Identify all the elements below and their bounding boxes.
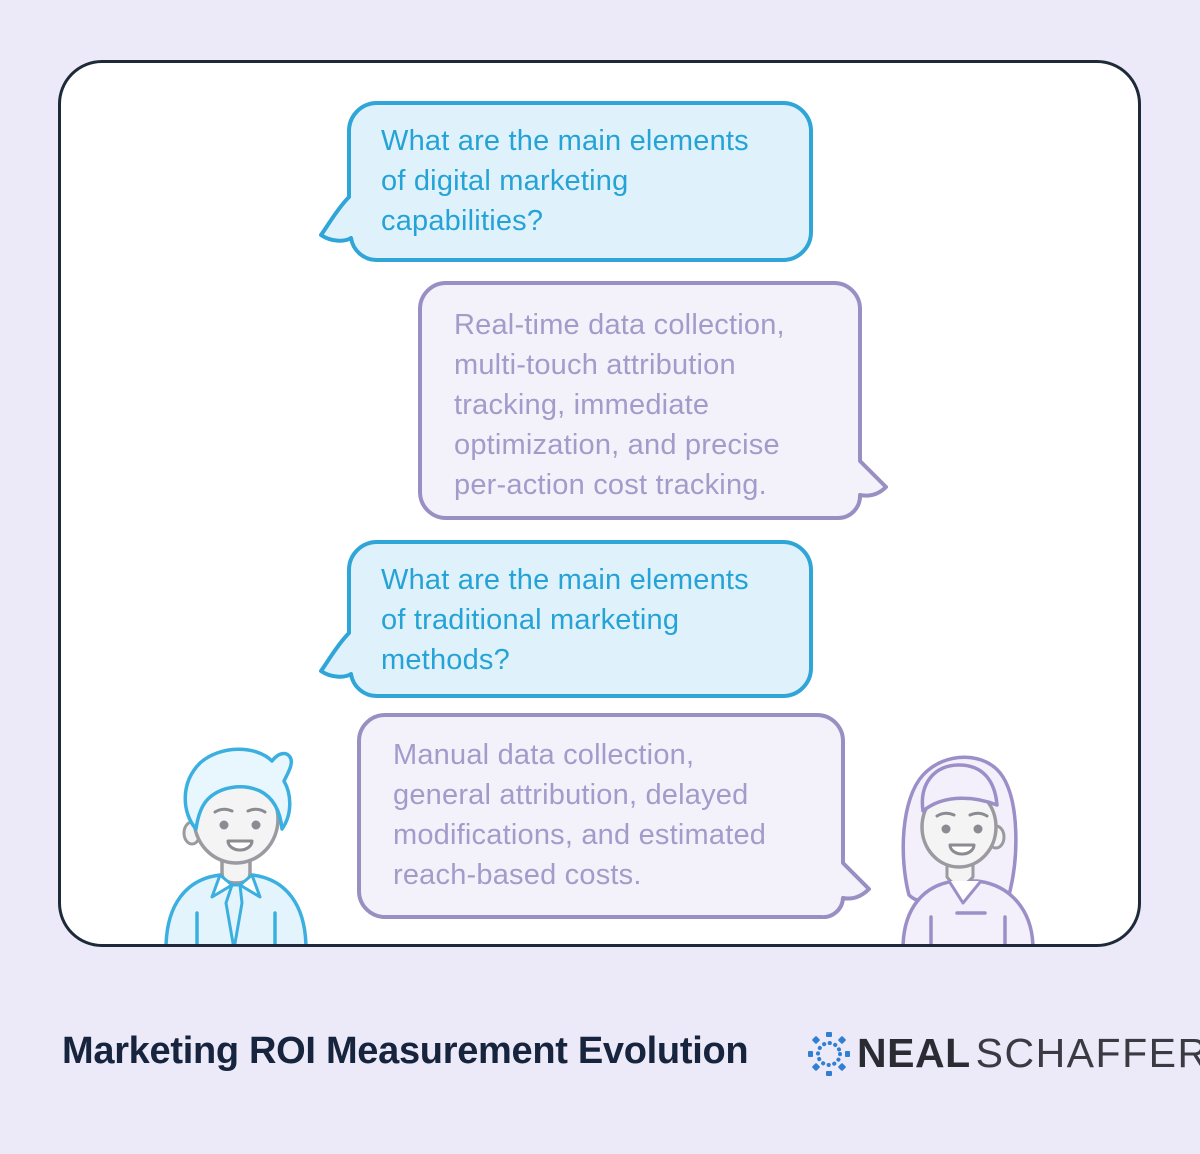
speech-bubble-left-tail-shape <box>319 101 813 262</box>
brand-name-first: NEAL <box>857 1029 971 1076</box>
answer-text: Manual data collection, general attribut… <box>393 739 767 891</box>
speech-bubble-left-tail-shape <box>319 540 813 698</box>
question-text: What are the main elements of traditiona… <box>381 564 749 676</box>
man-avatar-icon <box>164 747 308 944</box>
chat-bubble-answer-1: Real-time data collection, multi-touch a… <box>418 281 888 520</box>
chat-bubble-question-2: What are the main elements of traditiona… <box>319 540 813 698</box>
chip-dots-icon <box>808 1032 850 1076</box>
woman-avatar-icon <box>901 755 1035 944</box>
infographic-card: What are the main elements of digital ma… <box>58 60 1141 947</box>
man-avatar <box>160 745 310 944</box>
chat-bubble-answer-2: Manual data collection, general attribut… <box>357 713 871 919</box>
brand-name-second: SCHAFFER <box>975 1029 1200 1076</box>
brand-logo: NEAL SCHAFFER <box>806 1028 1200 1078</box>
speech-bubble-right-tail-shape <box>418 281 888 520</box>
question-text: What are the main elements of digital ma… <box>381 125 749 237</box>
answer-text: Real-time data collection, multi-touch a… <box>454 309 785 501</box>
page-title: Marketing ROI Measurement Evolution <box>62 1030 749 1072</box>
woman-avatar <box>893 745 1043 944</box>
speech-bubble-right-tail-shape <box>357 713 871 919</box>
chat-bubble-question-1: What are the main elements of digital ma… <box>319 101 813 262</box>
